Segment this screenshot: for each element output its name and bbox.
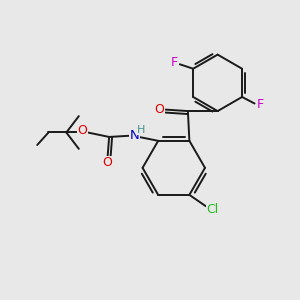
- Text: F: F: [171, 56, 178, 69]
- Text: H: H: [137, 125, 146, 135]
- Text: O: O: [155, 103, 165, 116]
- Text: N: N: [130, 129, 139, 142]
- Text: F: F: [256, 98, 263, 112]
- Text: O: O: [77, 124, 87, 137]
- Text: Cl: Cl: [206, 202, 218, 216]
- Text: O: O: [103, 156, 112, 169]
